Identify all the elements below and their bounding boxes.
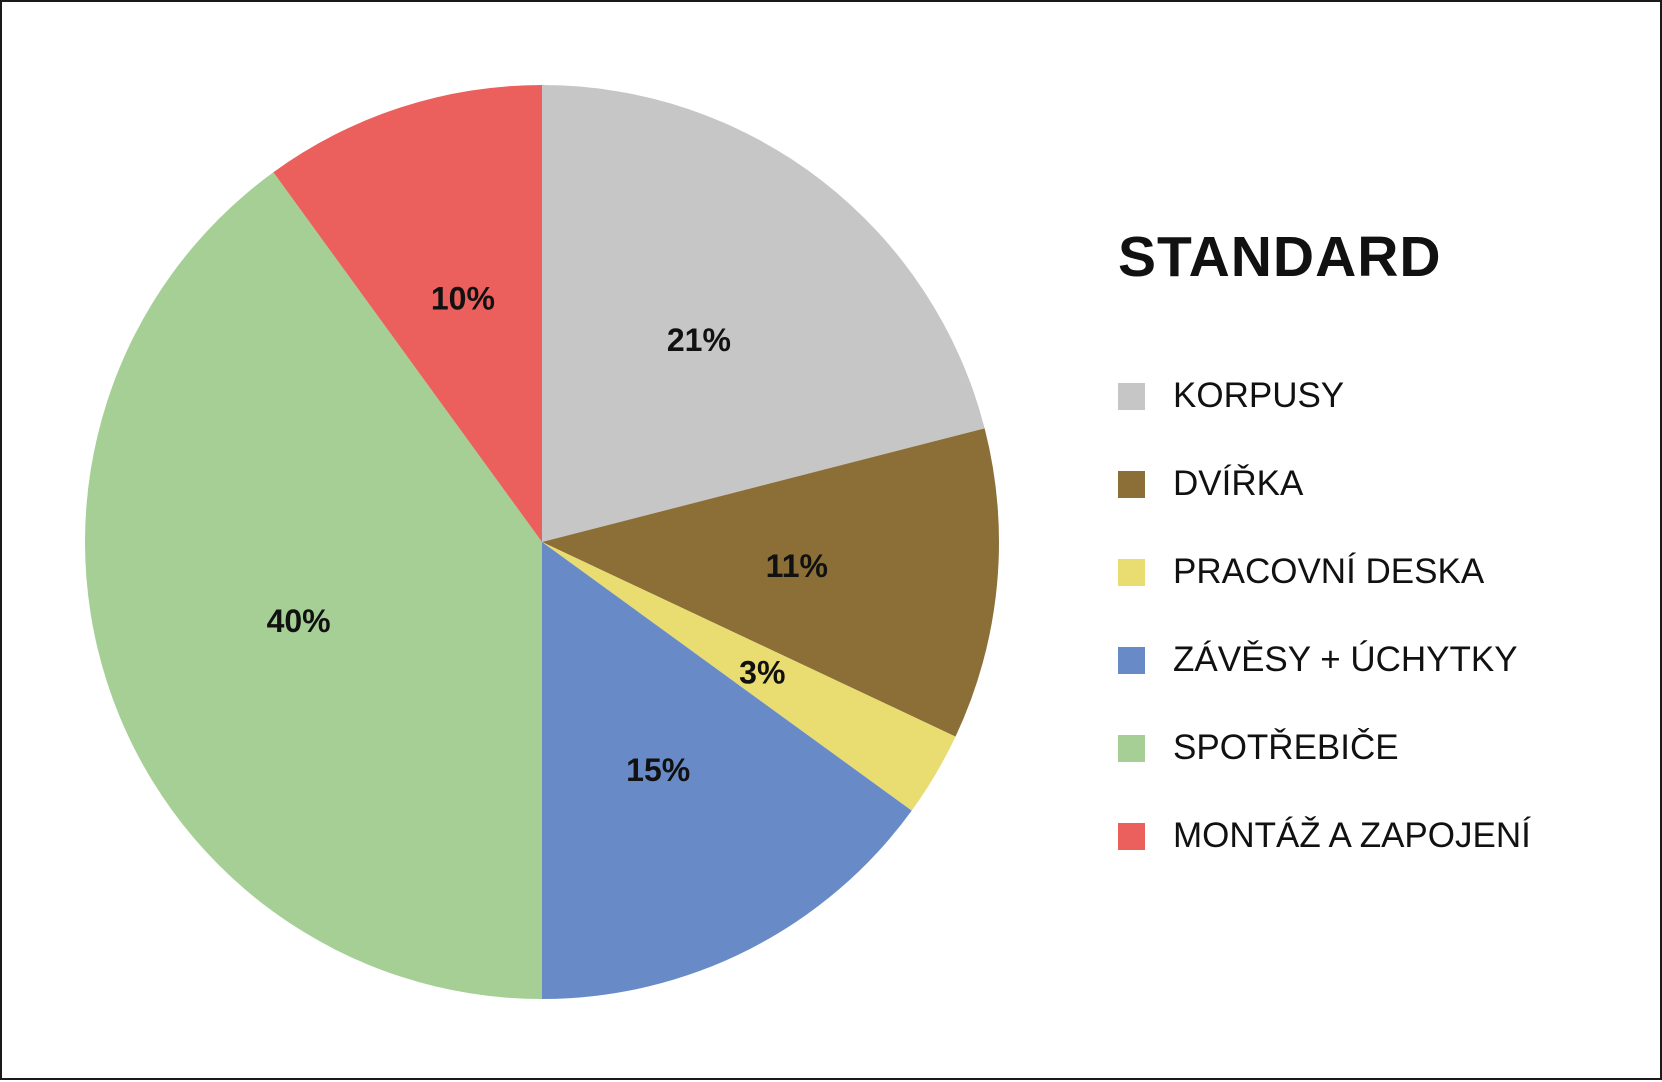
legend-label: DVÍŘKA: [1173, 464, 1304, 503]
legend-item: SPOTŘEBIČE: [1118, 704, 1638, 792]
legend: STANDARD KORPUSY DVÍŘKA PRACOVNÍ DESKA Z…: [1118, 224, 1638, 880]
slice-value-label: 10%: [431, 281, 495, 317]
legend-swatch: [1118, 558, 1145, 586]
pie-slice: [542, 85, 985, 542]
slice-value-label: 15%: [626, 752, 690, 788]
legend-label: SPOTŘEBIČE: [1173, 728, 1399, 767]
pie-slice: [273, 85, 542, 542]
pie-slice: [542, 542, 956, 811]
pie-slice: [542, 542, 912, 999]
slice-value-label: 11%: [766, 548, 828, 584]
legend-swatch: [1118, 734, 1145, 762]
legend-item: KORPUSY: [1118, 352, 1638, 440]
legend-item: DVÍŘKA: [1118, 440, 1638, 528]
legend-item: MONTÁŽ A ZAPOJENÍ: [1118, 792, 1638, 880]
slice-value-label: 3%: [739, 654, 785, 690]
slice-value-label: 40%: [267, 603, 331, 639]
slice-value-label: 21%: [667, 322, 731, 358]
legend-list: KORPUSY DVÍŘKA PRACOVNÍ DESKA ZÁVĚSY + Ú…: [1118, 352, 1638, 880]
legend-label: KORPUSY: [1173, 376, 1345, 415]
pie-slices: [84, 85, 999, 999]
chart-title: STANDARD: [1118, 225, 1442, 289]
legend-label: MONTÁŽ A ZAPOJENÍ: [1173, 816, 1531, 855]
pie-slice: [542, 428, 999, 737]
pie-slice: [84, 172, 542, 999]
legend-swatch: [1118, 382, 1145, 410]
legend-item: ZÁVĚSY + ÚCHYTKY: [1118, 616, 1638, 704]
legend-item: PRACOVNÍ DESKA: [1118, 528, 1638, 616]
legend-swatch: [1118, 646, 1145, 674]
legend-label: ZÁVĚSY + ÚCHYTKY: [1173, 640, 1518, 679]
legend-swatch: [1118, 822, 1145, 850]
legend-swatch: [1118, 470, 1145, 498]
legend-label: PRACOVNÍ DESKA: [1173, 552, 1485, 591]
pie-labels: 21% 11% 3% 15% 40% 10%: [267, 281, 828, 788]
